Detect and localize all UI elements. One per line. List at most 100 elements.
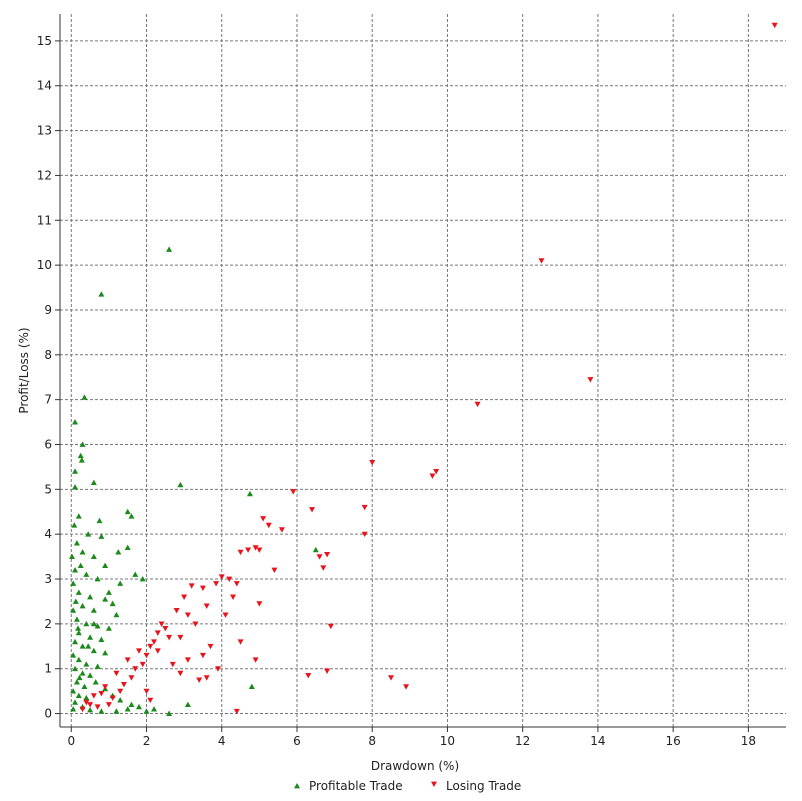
losing-trade-point xyxy=(98,690,105,697)
losing-trade-point xyxy=(154,648,161,654)
y-tick-label: 0 xyxy=(44,707,52,721)
profitable-trade-point xyxy=(96,517,103,524)
profitable-trade-point xyxy=(115,549,122,555)
y-tick-label: 6 xyxy=(44,437,52,451)
losing-trade-point xyxy=(181,594,188,600)
x-axis-label: Drawdown (%) xyxy=(371,759,459,773)
profitable-trade-point xyxy=(71,522,78,528)
losing-trade-point xyxy=(213,581,220,587)
profitable-trade-point xyxy=(72,699,79,705)
losing-trade-point xyxy=(132,666,139,672)
losing-trade-point xyxy=(124,657,131,663)
profitable-trade-point xyxy=(70,580,77,586)
profitable-trade-point xyxy=(166,246,173,252)
profitable-trade-point xyxy=(128,513,135,519)
profitable-trade-point xyxy=(90,553,97,559)
profitable-trade-point xyxy=(139,576,146,582)
losing-trade-point xyxy=(87,702,94,708)
profitable-trade-point xyxy=(105,589,112,595)
profitable-trade-point xyxy=(90,647,97,654)
losing-trade-point xyxy=(203,603,210,609)
y-tick-label: 10 xyxy=(37,258,52,272)
profitable-trade-point xyxy=(79,602,86,609)
x-tick-label: 6 xyxy=(293,734,301,748)
losing-trade-point xyxy=(320,565,327,571)
losing-trade-point xyxy=(162,625,169,632)
y-tick-label: 5 xyxy=(44,482,52,496)
profitable-trade-point xyxy=(105,625,112,631)
profitable-trade-point xyxy=(69,553,76,559)
profitable-trade-point xyxy=(124,508,131,515)
losing-trade-point xyxy=(433,468,440,475)
y-tick-label: 2 xyxy=(44,617,52,631)
losing-trade-point xyxy=(83,699,90,706)
losing-trade-point xyxy=(169,661,176,668)
losing-trade-point xyxy=(147,643,154,650)
losing-trade-point xyxy=(230,594,237,600)
profitable-trade-point xyxy=(184,701,191,707)
x-tick-label: 18 xyxy=(741,734,756,748)
profitable-trade-point xyxy=(87,706,94,713)
profitable-trade-point xyxy=(72,567,79,573)
y-axis-label: Profit/Loss (%) xyxy=(17,327,31,413)
data-points xyxy=(69,22,778,716)
losing-trade-point xyxy=(252,545,259,551)
profitable-trade-point xyxy=(98,708,105,714)
profitable-trade-point xyxy=(98,636,105,642)
profitable-trade-point xyxy=(312,546,319,553)
profitable-trade-point xyxy=(81,394,88,400)
profitable-trade-point xyxy=(72,598,79,604)
legend: Profitable Trade Losing Trade xyxy=(294,779,521,793)
x-tick-label: 8 xyxy=(368,734,376,748)
losing-trade-point xyxy=(265,522,272,529)
x-tick-label: 0 xyxy=(67,734,75,748)
profitable-trade-point xyxy=(73,679,80,685)
profitable-trade-point xyxy=(90,607,97,613)
x-axis-ticks: 0 2 4 6 8 10 12 14 16 18 xyxy=(67,727,756,748)
losing-trade-point xyxy=(218,574,225,580)
y-tick-label: 11 xyxy=(37,213,52,227)
losing-trade-point xyxy=(771,22,778,29)
profitable-trade-point xyxy=(117,697,124,703)
legend-item-profitable: Profitable Trade xyxy=(294,779,403,793)
losing-trade-point xyxy=(226,576,233,583)
grid xyxy=(60,14,786,727)
profitable-trade-point xyxy=(83,694,90,701)
losing-trade-point xyxy=(361,504,368,511)
losing-trade-point xyxy=(94,704,101,710)
profitable-trade-point xyxy=(76,674,83,681)
profitable-trade-point xyxy=(75,625,82,631)
profitable-trade-point xyxy=(102,562,109,568)
losing-trade-point xyxy=(203,675,210,681)
profitable-trade-point xyxy=(94,663,101,669)
losing-trade-point xyxy=(105,702,112,708)
profitable-trade-point xyxy=(75,692,82,699)
losing-trade-point xyxy=(327,623,334,630)
profitable-trade-point xyxy=(248,683,255,690)
y-tick-label: 14 xyxy=(37,79,52,93)
profitable-trade-point xyxy=(87,672,94,678)
losing-trade-point xyxy=(79,706,86,713)
profitable-trade-point xyxy=(75,629,82,636)
profitable-trade-point xyxy=(72,638,79,645)
losing-trade-point xyxy=(233,581,240,587)
profitable-trade-point xyxy=(77,562,84,568)
losing-trade-point xyxy=(316,554,323,560)
profitable-trade-point xyxy=(143,708,150,714)
losing-trade-point xyxy=(214,666,221,672)
losing-trade-point xyxy=(199,652,206,659)
losing-trade-point xyxy=(237,639,244,645)
profitable-trade-point xyxy=(79,549,86,555)
losing-trade-point xyxy=(109,695,116,701)
profitable-trade-point xyxy=(75,513,82,519)
losing-trade-point xyxy=(403,684,410,690)
losing-trade-point xyxy=(113,670,120,677)
profitable-trade-point xyxy=(81,683,88,690)
y-tick-label: 12 xyxy=(37,168,52,182)
profitable-trade-point xyxy=(70,688,77,694)
losing-trade-point xyxy=(256,547,263,553)
profitable-trade-point xyxy=(94,576,101,582)
y-tick-label: 8 xyxy=(44,348,52,362)
x-tick-label: 2 xyxy=(143,734,151,748)
losing-trade-point xyxy=(102,684,109,690)
